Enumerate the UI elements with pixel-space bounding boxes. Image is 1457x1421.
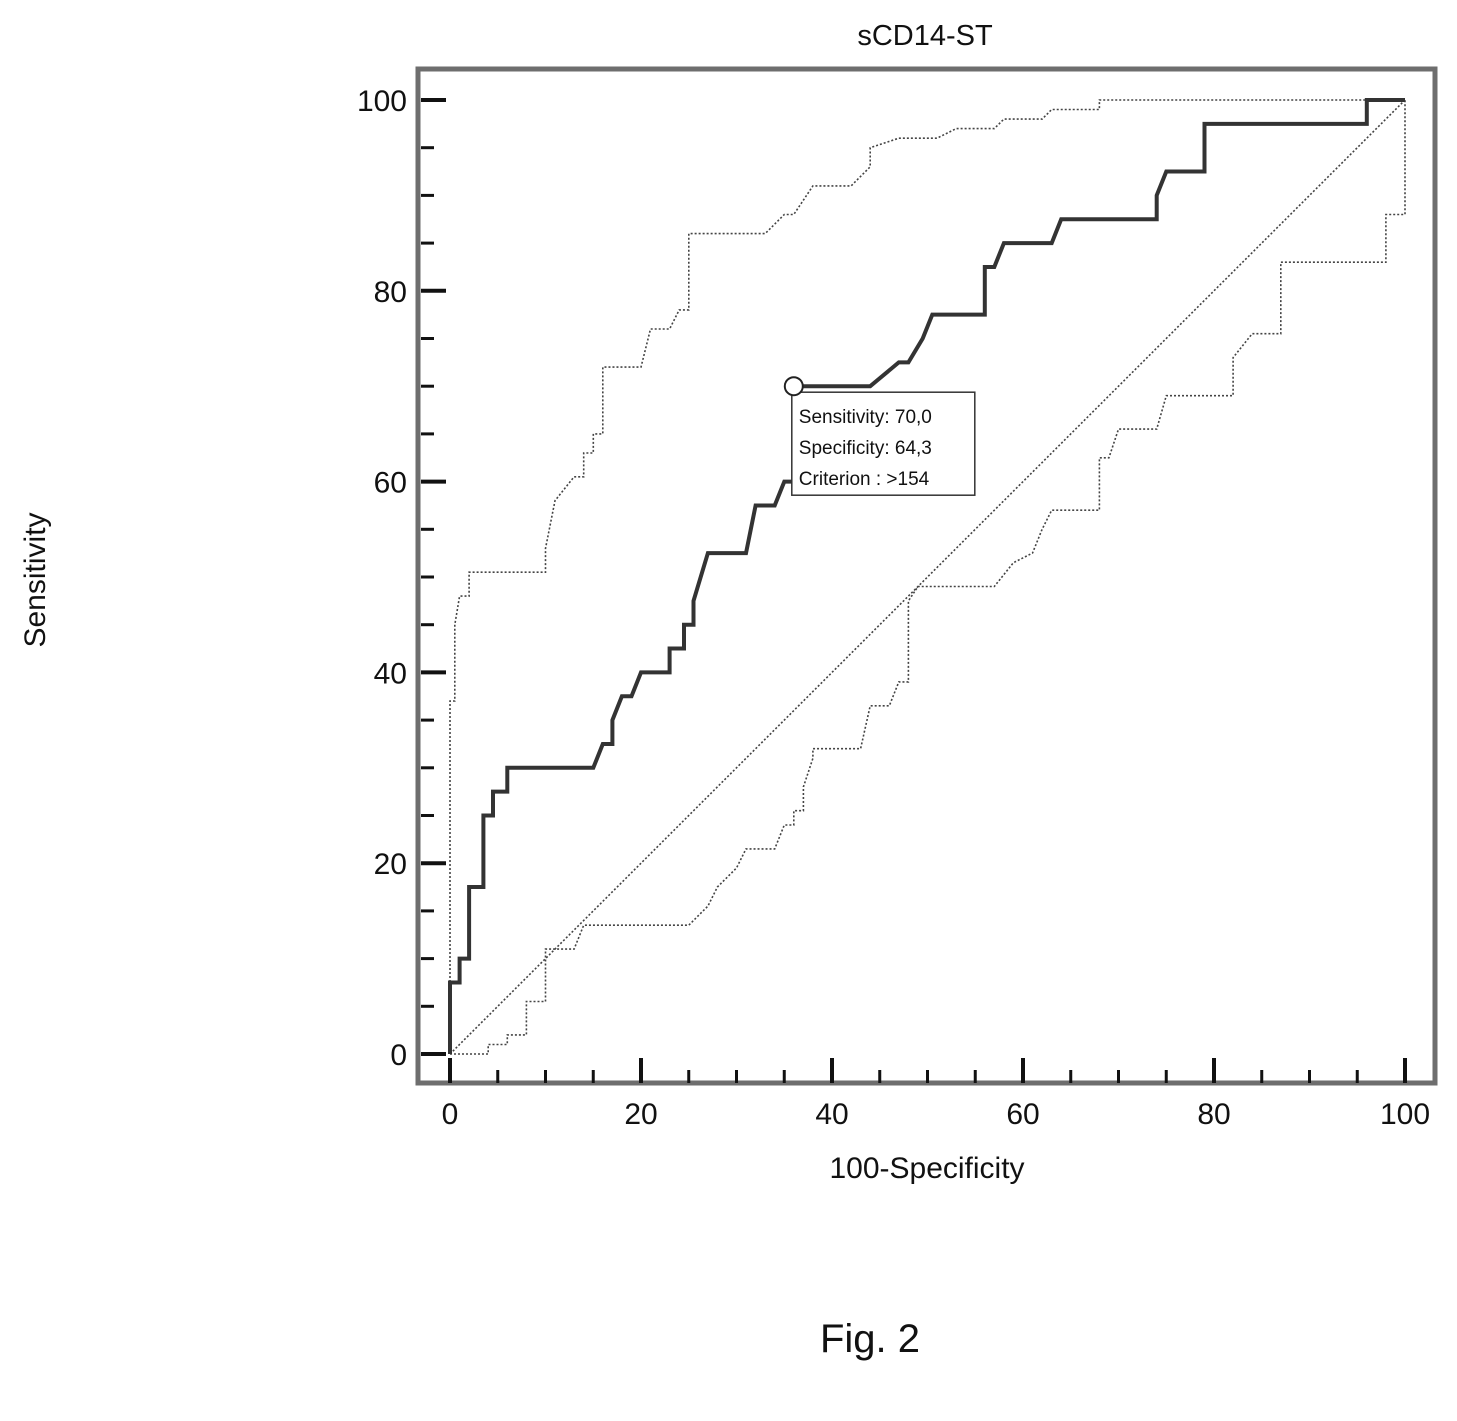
x-tick-label: 80 bbox=[1197, 1098, 1230, 1131]
y-tick-label: 100 bbox=[357, 85, 407, 118]
x-axis-ticks: 0 20 40 60 80 100 bbox=[442, 1058, 1430, 1131]
x-axis-title: 100-Specificity bbox=[829, 1152, 1024, 1185]
y-tick-label: 20 bbox=[374, 848, 407, 881]
series-layer bbox=[448, 98, 1406, 1055]
x-tick-label: 0 bbox=[442, 1098, 459, 1131]
plot-frame bbox=[415, 66, 1438, 1086]
chart-title: sCD14-ST bbox=[857, 20, 993, 52]
upper-confidence-bound bbox=[449, 99, 1405, 1054]
reference-diagonal bbox=[449, 99, 1406, 1055]
roc-curve bbox=[448, 98, 1405, 1054]
y-tick-label: 40 bbox=[374, 657, 407, 690]
criterion-marker bbox=[783, 376, 804, 397]
y-tick-label: 0 bbox=[390, 1039, 407, 1072]
annotation-line: Sensitivity: 70,0 bbox=[799, 407, 932, 428]
x-tick-label: 20 bbox=[624, 1098, 657, 1131]
annotation-line: Specificity: 64,3 bbox=[799, 438, 932, 459]
x-tick-label: 100 bbox=[1380, 1098, 1430, 1131]
x-tick-label: 60 bbox=[1006, 1098, 1039, 1131]
y-tick-label: 60 bbox=[374, 467, 407, 500]
x-tick-label: 40 bbox=[815, 1098, 848, 1131]
lower-confidence-bound bbox=[450, 100, 1406, 1055]
y-axis-title: Sensitivity bbox=[19, 512, 52, 647]
annotation-box bbox=[791, 391, 976, 496]
annotation-line: Criterion : >154 bbox=[799, 469, 930, 490]
figure-caption: Fig. 2 bbox=[820, 1317, 920, 1361]
y-tick-label: 80 bbox=[374, 276, 407, 309]
y-axis-ticks: 0 20 40 60 80 100 bbox=[357, 85, 446, 1072]
criterion-annotation: Sensitivity: 70,0 Specificity: 64,3 Criter… bbox=[783, 376, 976, 496]
